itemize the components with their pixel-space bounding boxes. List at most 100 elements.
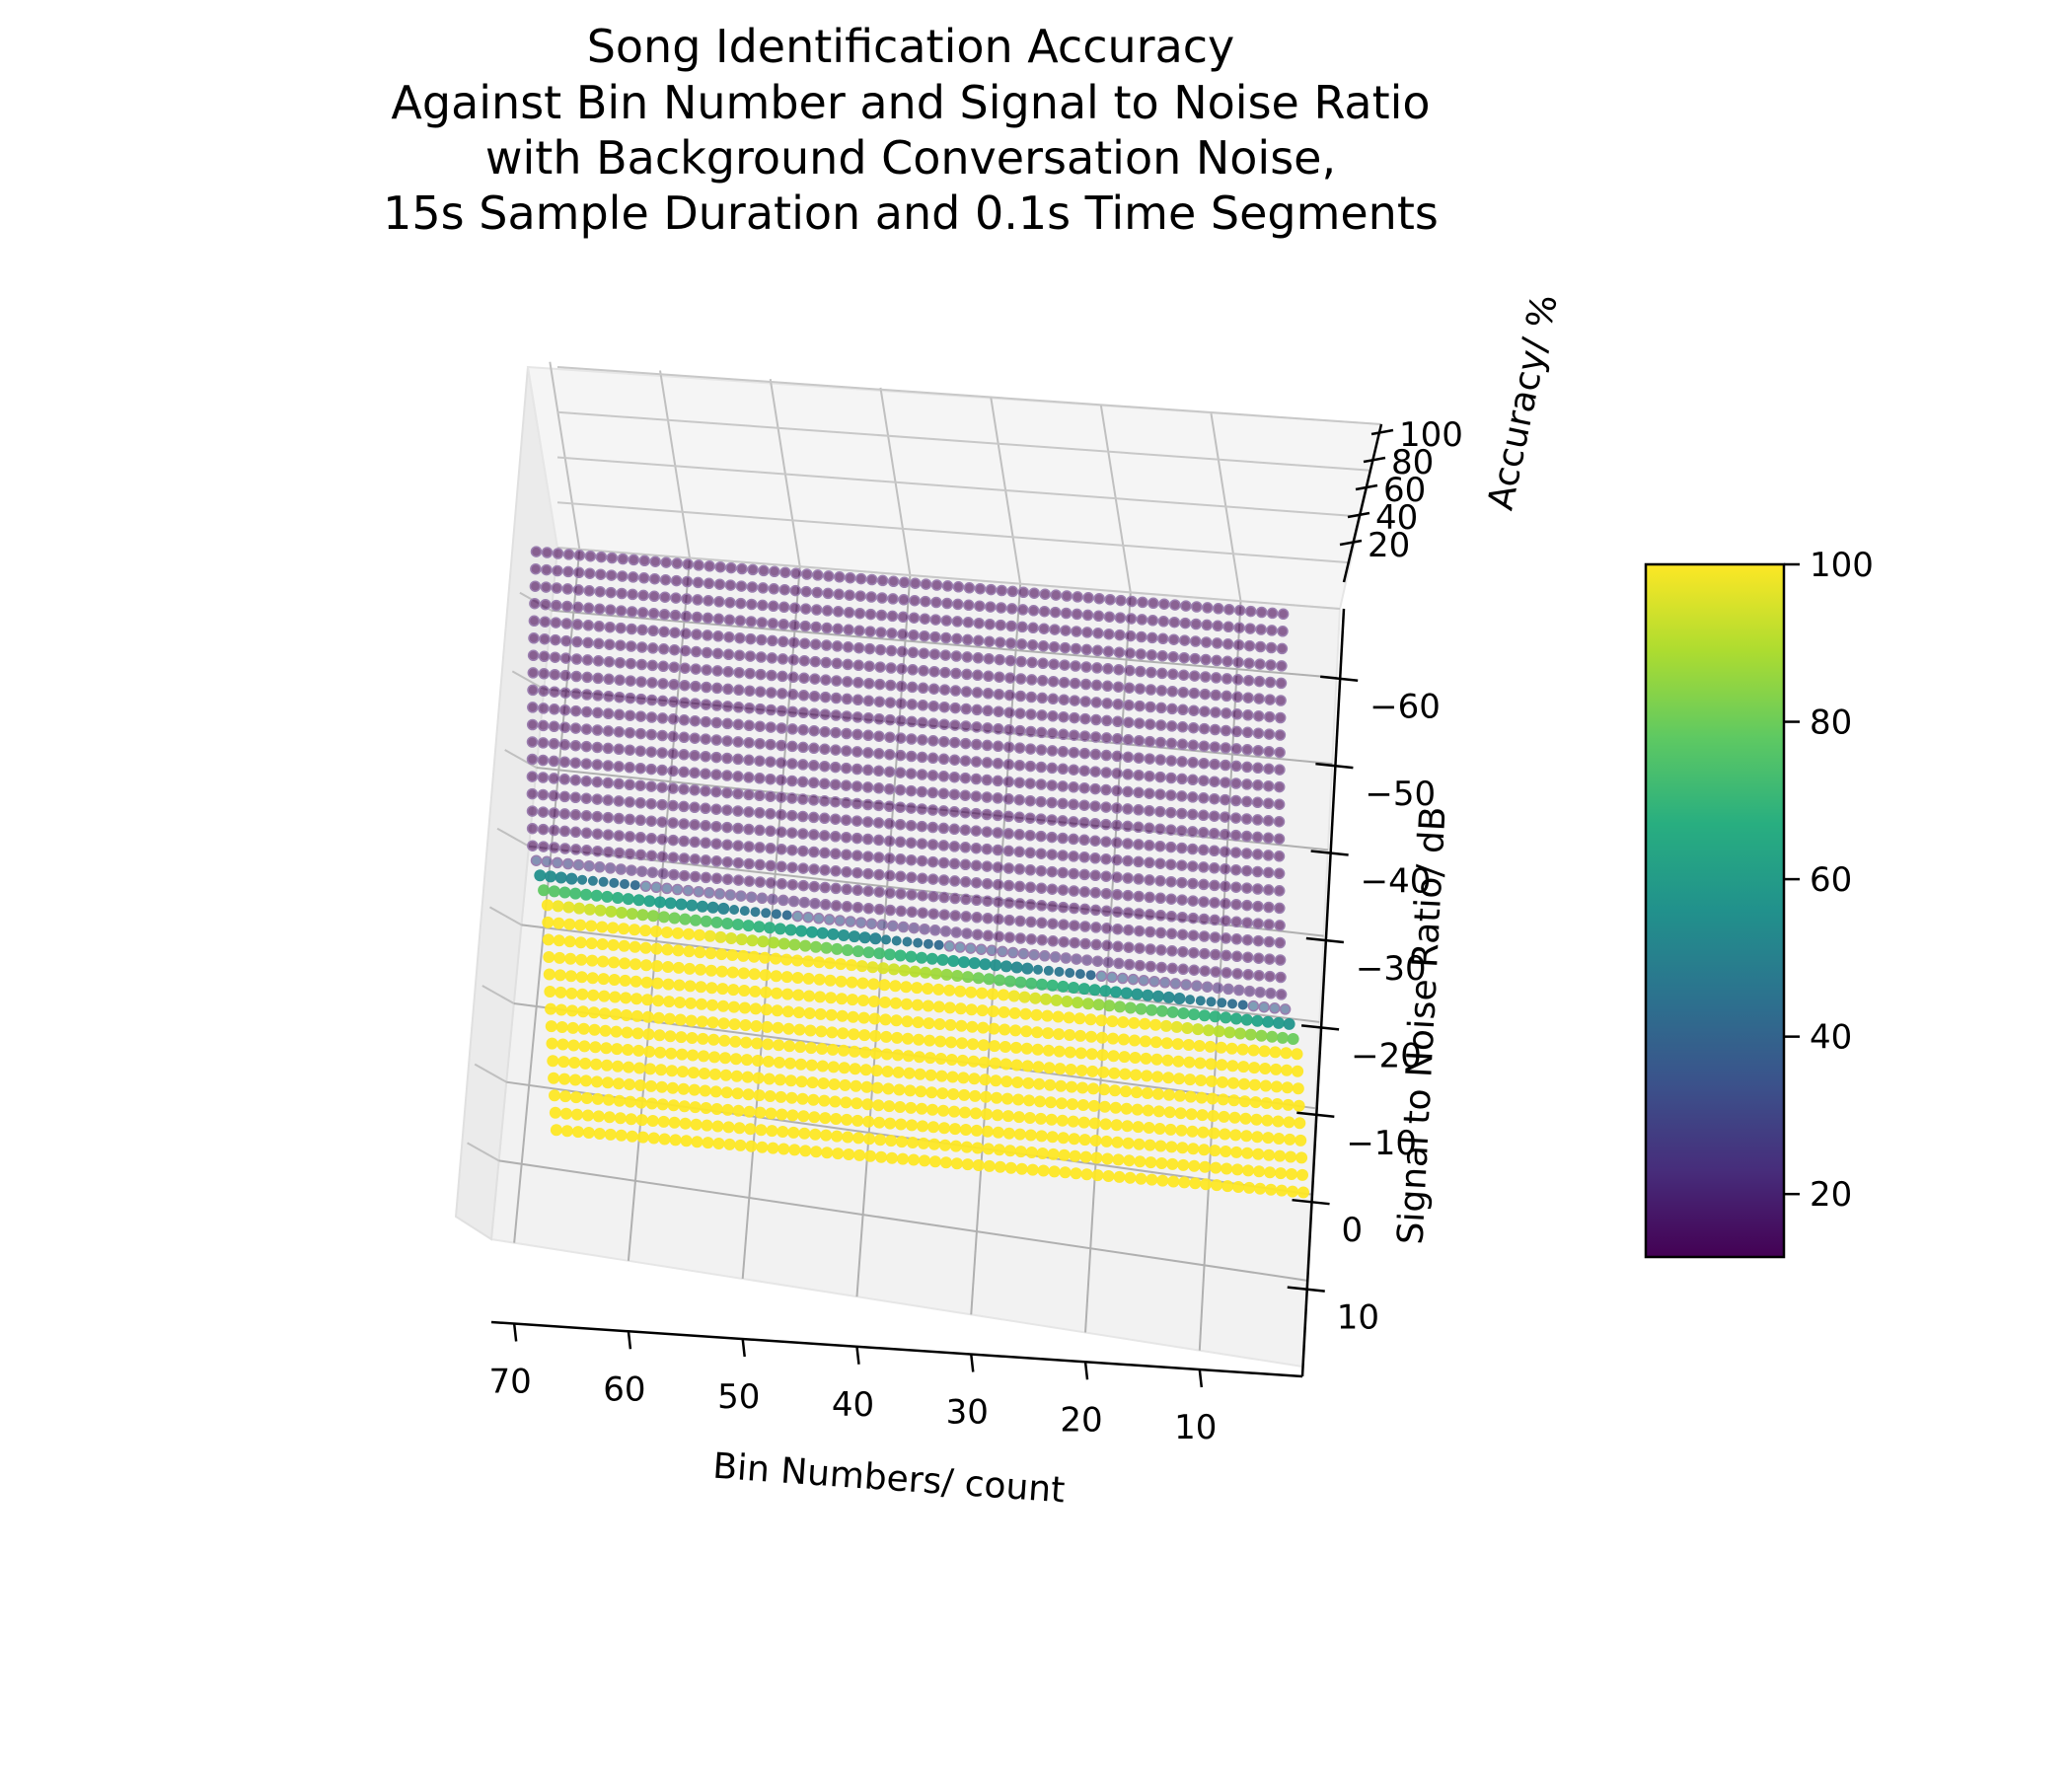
scatter-point <box>1065 968 1075 978</box>
scatter-point <box>838 1062 851 1074</box>
y-tick-label: 10 <box>1337 1298 1379 1338</box>
scatter-point <box>781 988 794 1000</box>
scatter-point <box>1096 1031 1108 1044</box>
scatter-point <box>580 888 592 901</box>
scatter-point <box>943 984 956 997</box>
scatter-point <box>1149 1018 1162 1031</box>
scatter-point <box>918 665 929 677</box>
scatter-point <box>959 1106 971 1119</box>
scatter-point <box>539 616 552 628</box>
scatter-point <box>678 800 690 813</box>
scatter-point <box>725 932 738 944</box>
scatter-point <box>872 799 885 812</box>
scatter-point <box>1209 1145 1221 1157</box>
scatter-point <box>760 986 773 999</box>
scatter-point <box>1002 741 1015 753</box>
scatter-point <box>853 607 866 620</box>
scatter-point <box>598 1007 611 1020</box>
scatter-point <box>1221 1162 1233 1175</box>
scatter-point <box>807 794 820 806</box>
scatter-point <box>916 769 928 780</box>
scatter-point <box>1092 999 1105 1011</box>
scatter-point <box>1220 759 1231 772</box>
scatter-point <box>1216 1059 1228 1072</box>
scatter-point <box>917 700 929 711</box>
scatter-point <box>1240 1013 1253 1026</box>
scatter-point <box>838 929 851 941</box>
scatter-point <box>851 780 863 792</box>
scatter-point <box>851 815 863 827</box>
scatter-point <box>1071 608 1083 621</box>
scatter-point <box>1187 791 1199 803</box>
scatter-point <box>908 922 921 934</box>
scatter-point <box>1209 914 1221 926</box>
scatter-point <box>1227 1094 1240 1107</box>
scatter-point <box>983 973 996 986</box>
scatter-point <box>961 1158 974 1171</box>
scatter-point <box>1045 1113 1058 1126</box>
scatter-point <box>667 799 679 812</box>
scatter-point <box>1124 664 1136 677</box>
scatter-point <box>613 795 625 807</box>
scatter-point <box>909 577 922 589</box>
scatter-point <box>875 1150 888 1163</box>
scatter-point <box>1208 1127 1221 1140</box>
scatter-point <box>1102 663 1114 675</box>
scatter-point <box>656 729 669 742</box>
scatter-point <box>1079 1150 1092 1163</box>
scatter-point <box>905 853 918 866</box>
scatter-point <box>552 856 563 869</box>
x-tick-mark <box>1198 1369 1204 1388</box>
scatter-point <box>1100 767 1112 778</box>
scatter-point <box>1100 783 1112 796</box>
scatter-point <box>634 762 646 775</box>
scatter-point <box>793 1023 806 1036</box>
scatter-point <box>1122 924 1135 936</box>
scatter-point <box>658 1133 671 1146</box>
y-tick-mark <box>1300 1024 1340 1031</box>
scatter-point <box>1069 920 1080 931</box>
scatter-point <box>819 881 831 894</box>
scatter-point <box>917 907 928 919</box>
scatter-point <box>744 650 757 662</box>
scatter-point <box>872 817 885 829</box>
scatter-point <box>1021 1060 1034 1073</box>
scatter-point <box>597 955 610 968</box>
scatter-point <box>851 797 863 810</box>
scatter-point <box>808 863 820 875</box>
scatter-point <box>743 823 755 836</box>
scatter-point <box>650 925 662 937</box>
scatter-point <box>960 686 973 698</box>
scatter-point <box>993 723 1004 735</box>
scatter-point <box>1198 775 1210 786</box>
scatter-point <box>1023 1094 1035 1107</box>
scatter-point <box>806 1076 819 1089</box>
scatter-point <box>1078 730 1091 742</box>
scatter-point <box>786 861 798 873</box>
scatter-point <box>1231 968 1243 980</box>
scatter-point <box>700 802 711 815</box>
scatter-point <box>1060 952 1073 964</box>
scatter-point <box>630 993 643 1005</box>
scatter-point <box>1089 782 1101 795</box>
scatter-point <box>954 1002 967 1015</box>
scatter-point <box>569 844 582 855</box>
scatter-point <box>672 961 685 974</box>
scatter-point <box>732 1104 745 1117</box>
scatter-point <box>1187 877 1199 890</box>
scatter-point <box>1102 956 1114 969</box>
scatter-point <box>884 904 897 917</box>
scatter-point <box>829 778 842 790</box>
scatter-point <box>679 679 691 692</box>
scatter-point <box>991 1091 1003 1104</box>
scatter-point <box>609 1008 622 1020</box>
scatter-point <box>835 975 848 988</box>
scatter-point <box>722 683 734 696</box>
scatter-point <box>526 822 539 835</box>
scatter-point <box>950 1157 963 1170</box>
z-tick-mark <box>1363 456 1386 464</box>
scatter-point <box>718 1034 731 1047</box>
scatter-point <box>595 568 607 580</box>
